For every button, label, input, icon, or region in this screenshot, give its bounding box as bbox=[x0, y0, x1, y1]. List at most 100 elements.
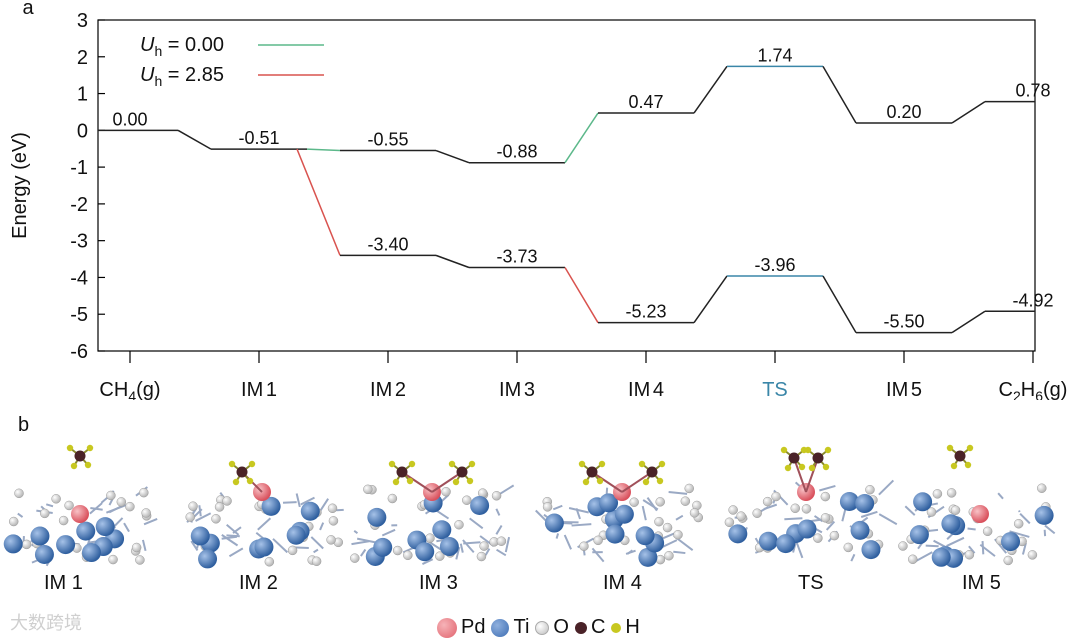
x-tick-label: TS bbox=[762, 379, 788, 400]
lattice-bond bbox=[89, 502, 103, 515]
connector-u285 bbox=[693, 275, 728, 324]
lattice-bond bbox=[792, 542, 797, 553]
hydrogen-atom bbox=[946, 444, 954, 452]
x-tick-label: IM 3 bbox=[499, 379, 535, 400]
hydrogen-atom bbox=[598, 460, 606, 468]
oxygen-atom bbox=[771, 491, 781, 502]
energy-profile-chart: a 3 2 1 0 -1 -2 -3 -4 -5 -6 Energy (eV) CH4(g) IM 1 IM… bbox=[9, 0, 1067, 400]
oxygen-atom bbox=[64, 500, 74, 511]
x-tick-label: CH4(g) bbox=[99, 379, 160, 400]
oxygen-atom bbox=[724, 517, 735, 528]
y-tick-label: -3 bbox=[70, 231, 88, 253]
oxygen-atom bbox=[654, 516, 664, 527]
hydrogen-atom bbox=[964, 461, 972, 469]
structure-label-im5: IM 5 bbox=[962, 572, 1001, 594]
lattice-bond bbox=[272, 538, 289, 554]
y-tick-label: -6 bbox=[70, 341, 88, 363]
oxygen-atom bbox=[58, 515, 69, 526]
adsorbate-bond bbox=[793, 457, 807, 493]
oxygen-atom bbox=[801, 504, 812, 514]
lattice-bond bbox=[226, 534, 240, 538]
y-tick-label: 2 bbox=[77, 47, 88, 69]
hydrogen-atom bbox=[392, 478, 400, 486]
titanium-atom bbox=[34, 544, 54, 564]
oxygen-atom bbox=[479, 541, 489, 551]
hydrogen-atom bbox=[804, 446, 812, 454]
carbon-atom bbox=[646, 466, 658, 478]
oxygen-atom bbox=[790, 503, 800, 514]
lattice-bond bbox=[123, 522, 130, 533]
lattice-bond bbox=[195, 512, 212, 522]
oxygen-atom bbox=[820, 513, 831, 523]
connector-u0 bbox=[693, 65, 728, 114]
adsorbate-bond bbox=[401, 471, 433, 493]
oxygen-atom bbox=[403, 550, 413, 561]
titanium-atom bbox=[81, 543, 101, 563]
oxygen-atom bbox=[141, 508, 151, 518]
lattice-bond bbox=[190, 540, 199, 551]
panel-b-label: b bbox=[18, 414, 30, 436]
adsorbate-bond bbox=[591, 471, 623, 493]
legend-label: Uh = 0.00 bbox=[140, 34, 224, 59]
lattice-bond bbox=[668, 491, 688, 495]
connector-u0 bbox=[306, 148, 341, 152]
lattice-bond bbox=[878, 513, 898, 526]
lattice-bond bbox=[795, 542, 804, 559]
lattice-bond bbox=[504, 536, 511, 553]
palladium-atom bbox=[71, 505, 89, 523]
carbon-atom bbox=[456, 466, 468, 478]
oxygen-atom bbox=[327, 503, 338, 514]
hydrogen-atom bbox=[248, 460, 256, 468]
titanium-atom bbox=[861, 540, 881, 560]
oxygen-atom bbox=[387, 493, 398, 504]
titanium-atom bbox=[439, 537, 459, 557]
titanium-atom bbox=[190, 526, 210, 546]
plot-frame bbox=[97, 19, 1036, 352]
lattice-bond bbox=[463, 541, 481, 545]
carbon-atom bbox=[586, 466, 598, 478]
panel-a-label: a bbox=[22, 0, 34, 19]
legend-h: H bbox=[611, 616, 640, 639]
titanium-atom bbox=[776, 534, 796, 554]
data-label-u285: -3.96 bbox=[754, 255, 795, 275]
oxygen-atom bbox=[593, 535, 603, 546]
hydrogen-atom bbox=[406, 477, 414, 485]
legend-h-label: H bbox=[625, 616, 640, 638]
lattice-bond bbox=[496, 548, 507, 557]
oxygen-atom bbox=[425, 533, 435, 543]
y-tick-label: -4 bbox=[70, 267, 88, 289]
lattice-bond bbox=[878, 479, 895, 496]
titanium-atom bbox=[544, 513, 564, 533]
hydrogen-atom bbox=[232, 478, 240, 486]
connector-u285 bbox=[296, 148, 341, 256]
titanium-atom bbox=[3, 534, 23, 554]
x-tick-label: IM 1 bbox=[241, 379, 277, 400]
titanium-atom bbox=[638, 547, 658, 567]
oxygen-atom bbox=[135, 555, 145, 565]
oxygen-atom bbox=[898, 541, 908, 551]
lattice-bond bbox=[360, 548, 367, 557]
lattice-bond bbox=[819, 484, 836, 492]
oxygen-atom bbox=[51, 494, 61, 504]
oxygen-atom bbox=[752, 508, 762, 518]
titanium-atom bbox=[839, 492, 859, 511]
titanium-atom bbox=[635, 526, 655, 546]
data-label-u285: -4.92 bbox=[1012, 290, 1053, 310]
data-label-u0: 0.78 bbox=[1015, 81, 1050, 101]
oxygen-atom bbox=[21, 539, 32, 550]
lattice-bond bbox=[646, 497, 658, 512]
lattice-bond bbox=[228, 547, 244, 558]
oxygen-atom bbox=[214, 502, 225, 512]
legend-ti: Ti bbox=[491, 616, 529, 639]
lattice-bond bbox=[1009, 530, 1030, 538]
c-atom-icon bbox=[574, 621, 587, 634]
oxygen-atom bbox=[982, 526, 993, 537]
lattice-bond bbox=[141, 539, 147, 552]
titanium-atom bbox=[470, 496, 490, 516]
y-tick-label: 1 bbox=[77, 84, 88, 106]
connector-u285 bbox=[822, 275, 857, 333]
lattice-bond bbox=[221, 534, 239, 547]
titanium-atom bbox=[941, 514, 961, 534]
titanium-atom bbox=[415, 542, 435, 562]
oxygen-atom bbox=[813, 533, 823, 543]
